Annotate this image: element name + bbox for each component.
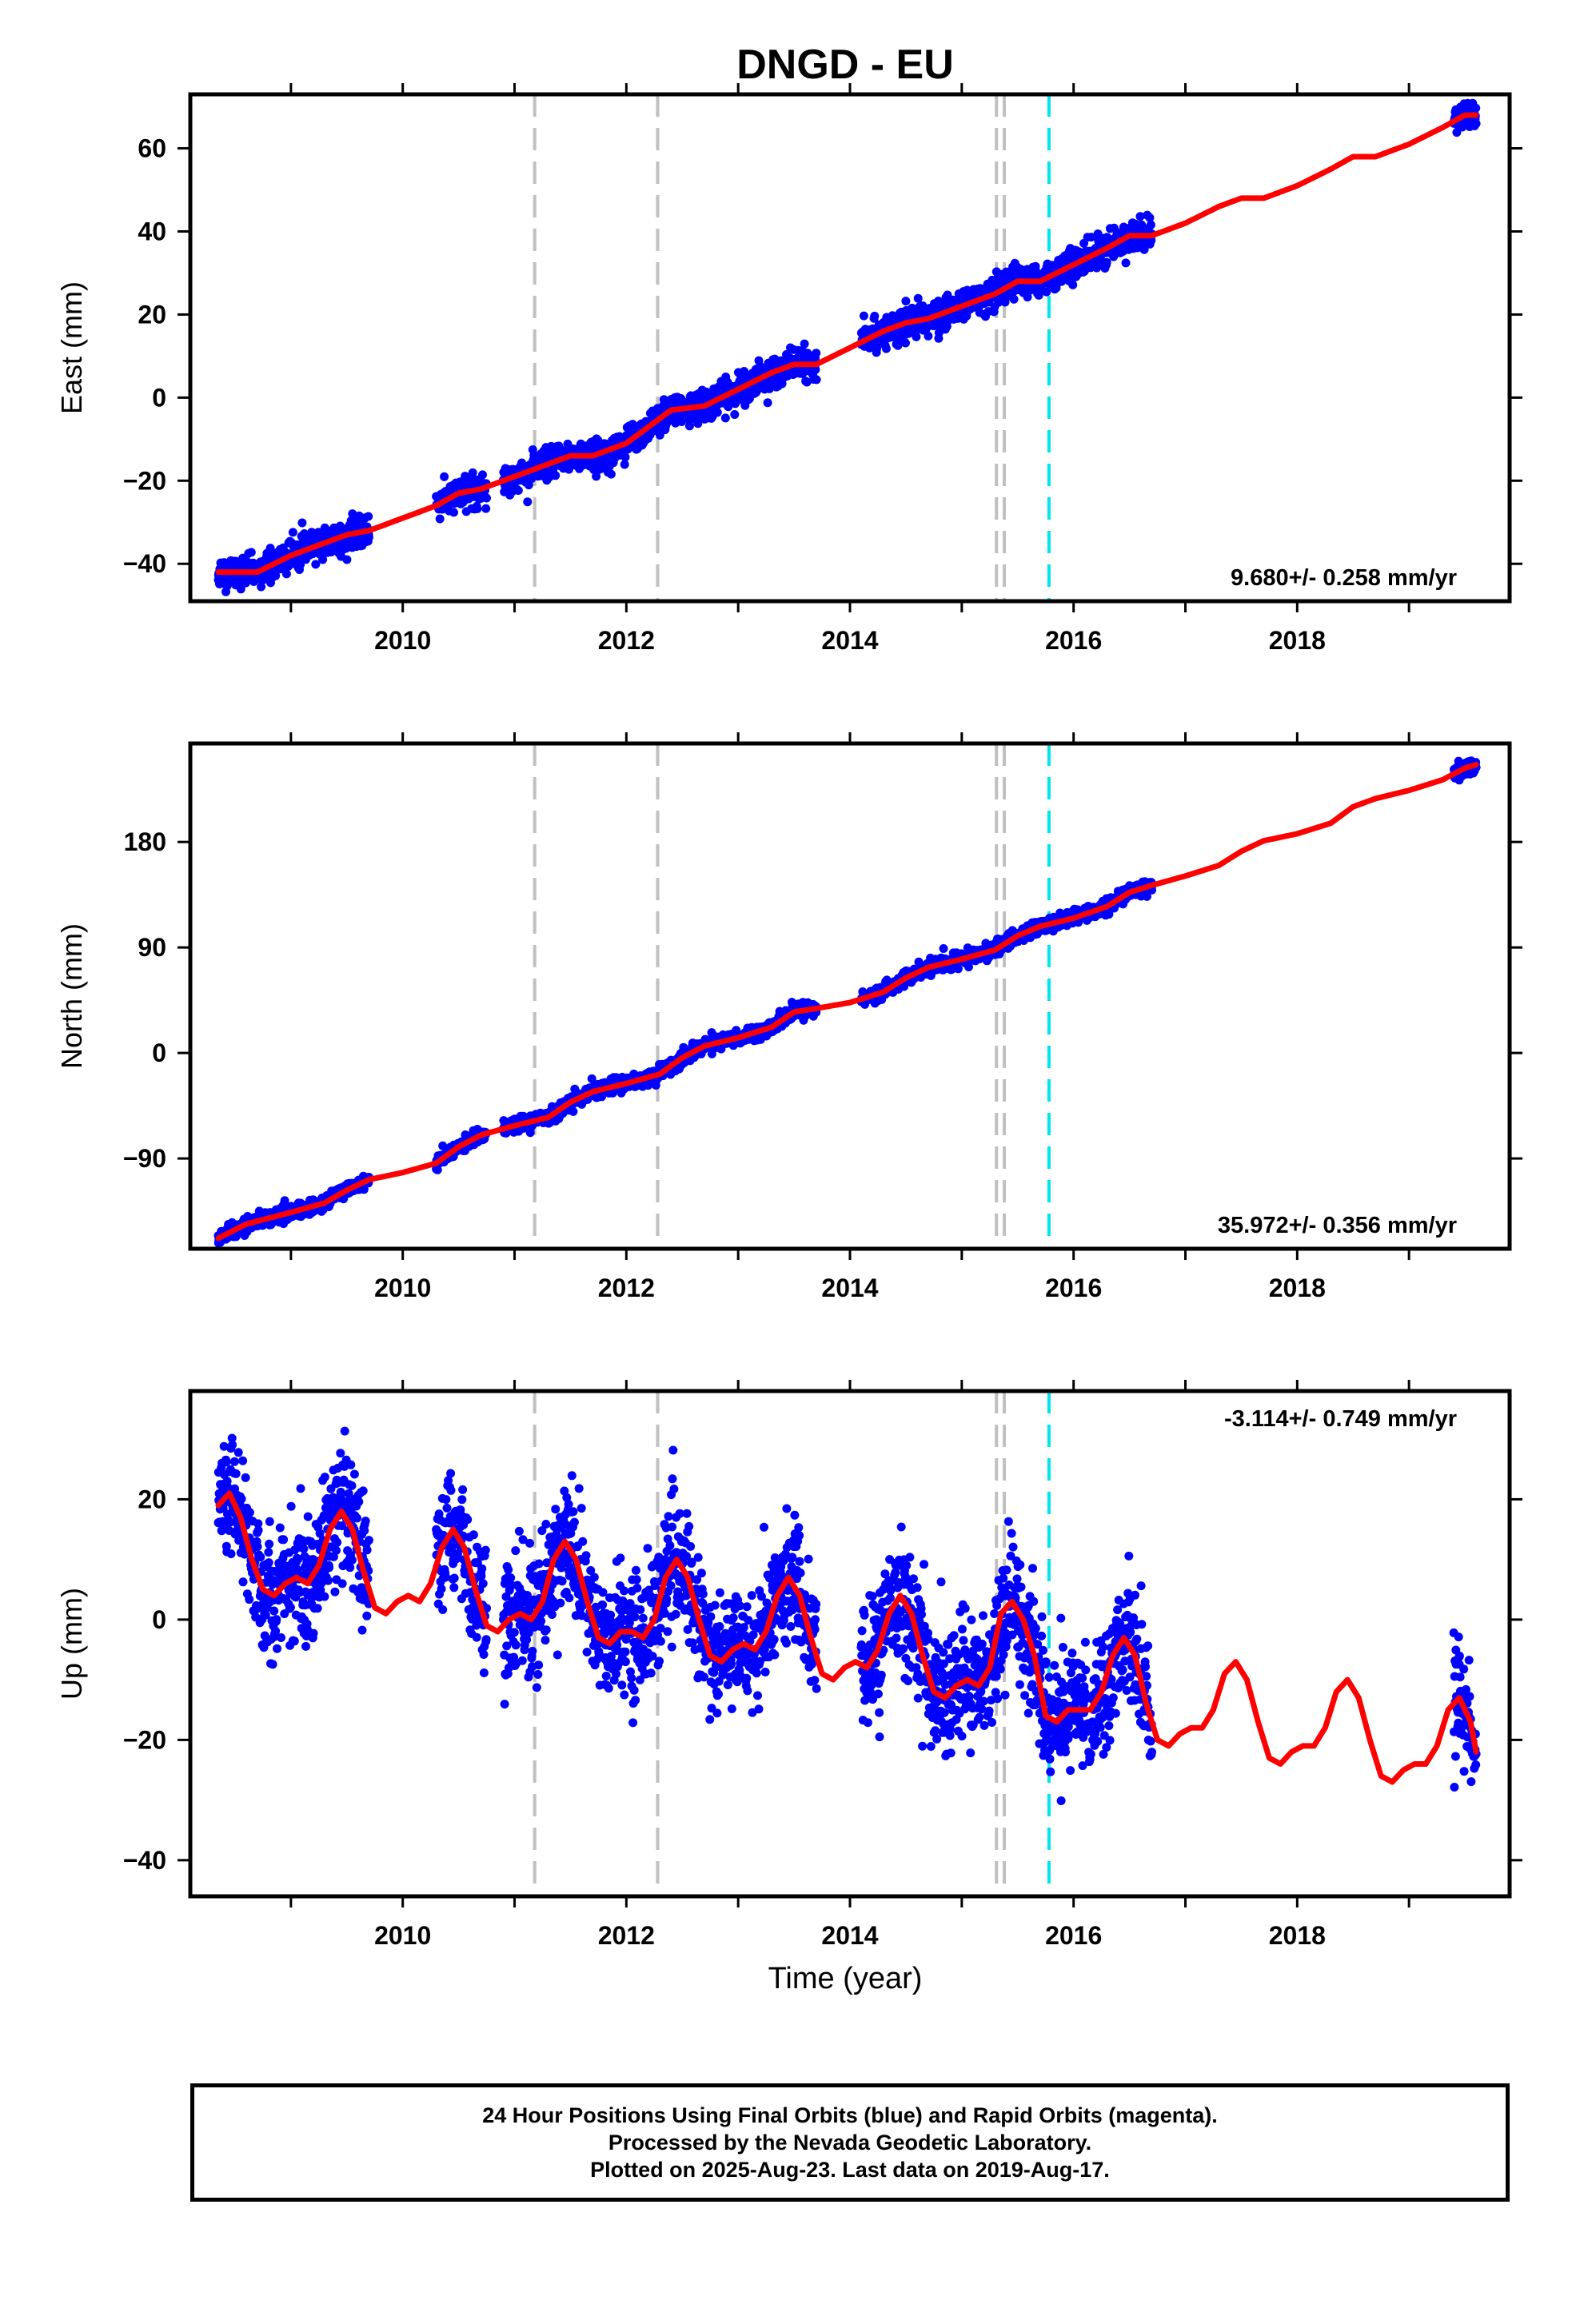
data-point xyxy=(882,345,891,353)
x-tick-label: 2014 xyxy=(821,626,878,655)
rate-label: 9.680+/- 0.258 mm/yr xyxy=(1231,565,1457,591)
data-point xyxy=(800,340,809,349)
x-tick-label: 2018 xyxy=(1269,626,1326,655)
data-point xyxy=(514,486,523,495)
data-point xyxy=(440,472,449,481)
y-tick-label: 40 xyxy=(138,217,166,245)
data-point xyxy=(1010,295,1019,304)
y-tick-label: −40 xyxy=(123,549,166,578)
data-point xyxy=(924,332,932,341)
data-point xyxy=(473,504,482,513)
data-point xyxy=(1122,258,1131,267)
data-point xyxy=(364,512,373,521)
data-point xyxy=(289,528,297,536)
data-point xyxy=(721,413,730,422)
data-point xyxy=(713,408,722,417)
data-point xyxy=(436,515,445,524)
y-tick-label: 20 xyxy=(138,300,166,329)
y-axis-label: East (mm) xyxy=(55,281,88,414)
data-point xyxy=(812,349,820,357)
data-point xyxy=(685,421,694,430)
data-point xyxy=(621,452,630,461)
data-point xyxy=(449,508,458,516)
x-tick-label: 2016 xyxy=(1045,626,1102,655)
data-point xyxy=(569,1107,577,1116)
x-tick-label: 2012 xyxy=(598,626,655,655)
plot-area xyxy=(214,94,1481,601)
chart-title: DNGD - EU xyxy=(736,42,954,88)
data-point xyxy=(730,410,739,419)
y-tick-label: 60 xyxy=(138,134,166,163)
data-point xyxy=(940,944,948,953)
data-point xyxy=(870,312,879,321)
x-tick-label: 2010 xyxy=(374,626,431,655)
data-point xyxy=(342,556,351,564)
data-point xyxy=(297,519,306,528)
data-point xyxy=(1472,119,1481,128)
data-point xyxy=(523,497,532,506)
y-tick-label: 0 xyxy=(152,383,166,412)
data-point xyxy=(607,470,616,479)
data-point xyxy=(901,339,910,348)
panels-group: −40 −20 0 20 40 60 2010 2012 2014 2016 2018 East (m… xyxy=(55,83,1522,1950)
panel-east: −40 −20 0 20 40 60 2010 2012 2014 2016 2018 East (m… xyxy=(55,83,1522,655)
data-point xyxy=(860,312,868,321)
data-point xyxy=(247,548,256,556)
data-point xyxy=(551,471,560,480)
y-tick-label: −20 xyxy=(123,466,166,495)
data-point xyxy=(481,504,490,513)
data-point xyxy=(677,417,686,426)
data-point xyxy=(954,964,963,973)
fit-curve xyxy=(218,115,1476,572)
data-point xyxy=(764,398,772,407)
data-point xyxy=(1103,258,1111,267)
data-point xyxy=(482,494,491,503)
data-point xyxy=(1068,281,1077,289)
data-point xyxy=(912,333,920,341)
data-point xyxy=(812,375,821,384)
data-point xyxy=(1471,104,1480,113)
data-point xyxy=(478,470,487,479)
data-point xyxy=(1147,221,1155,229)
plot-area xyxy=(214,743,1481,1249)
data-point xyxy=(901,297,910,305)
data-point xyxy=(282,569,291,578)
data-point xyxy=(365,533,373,542)
